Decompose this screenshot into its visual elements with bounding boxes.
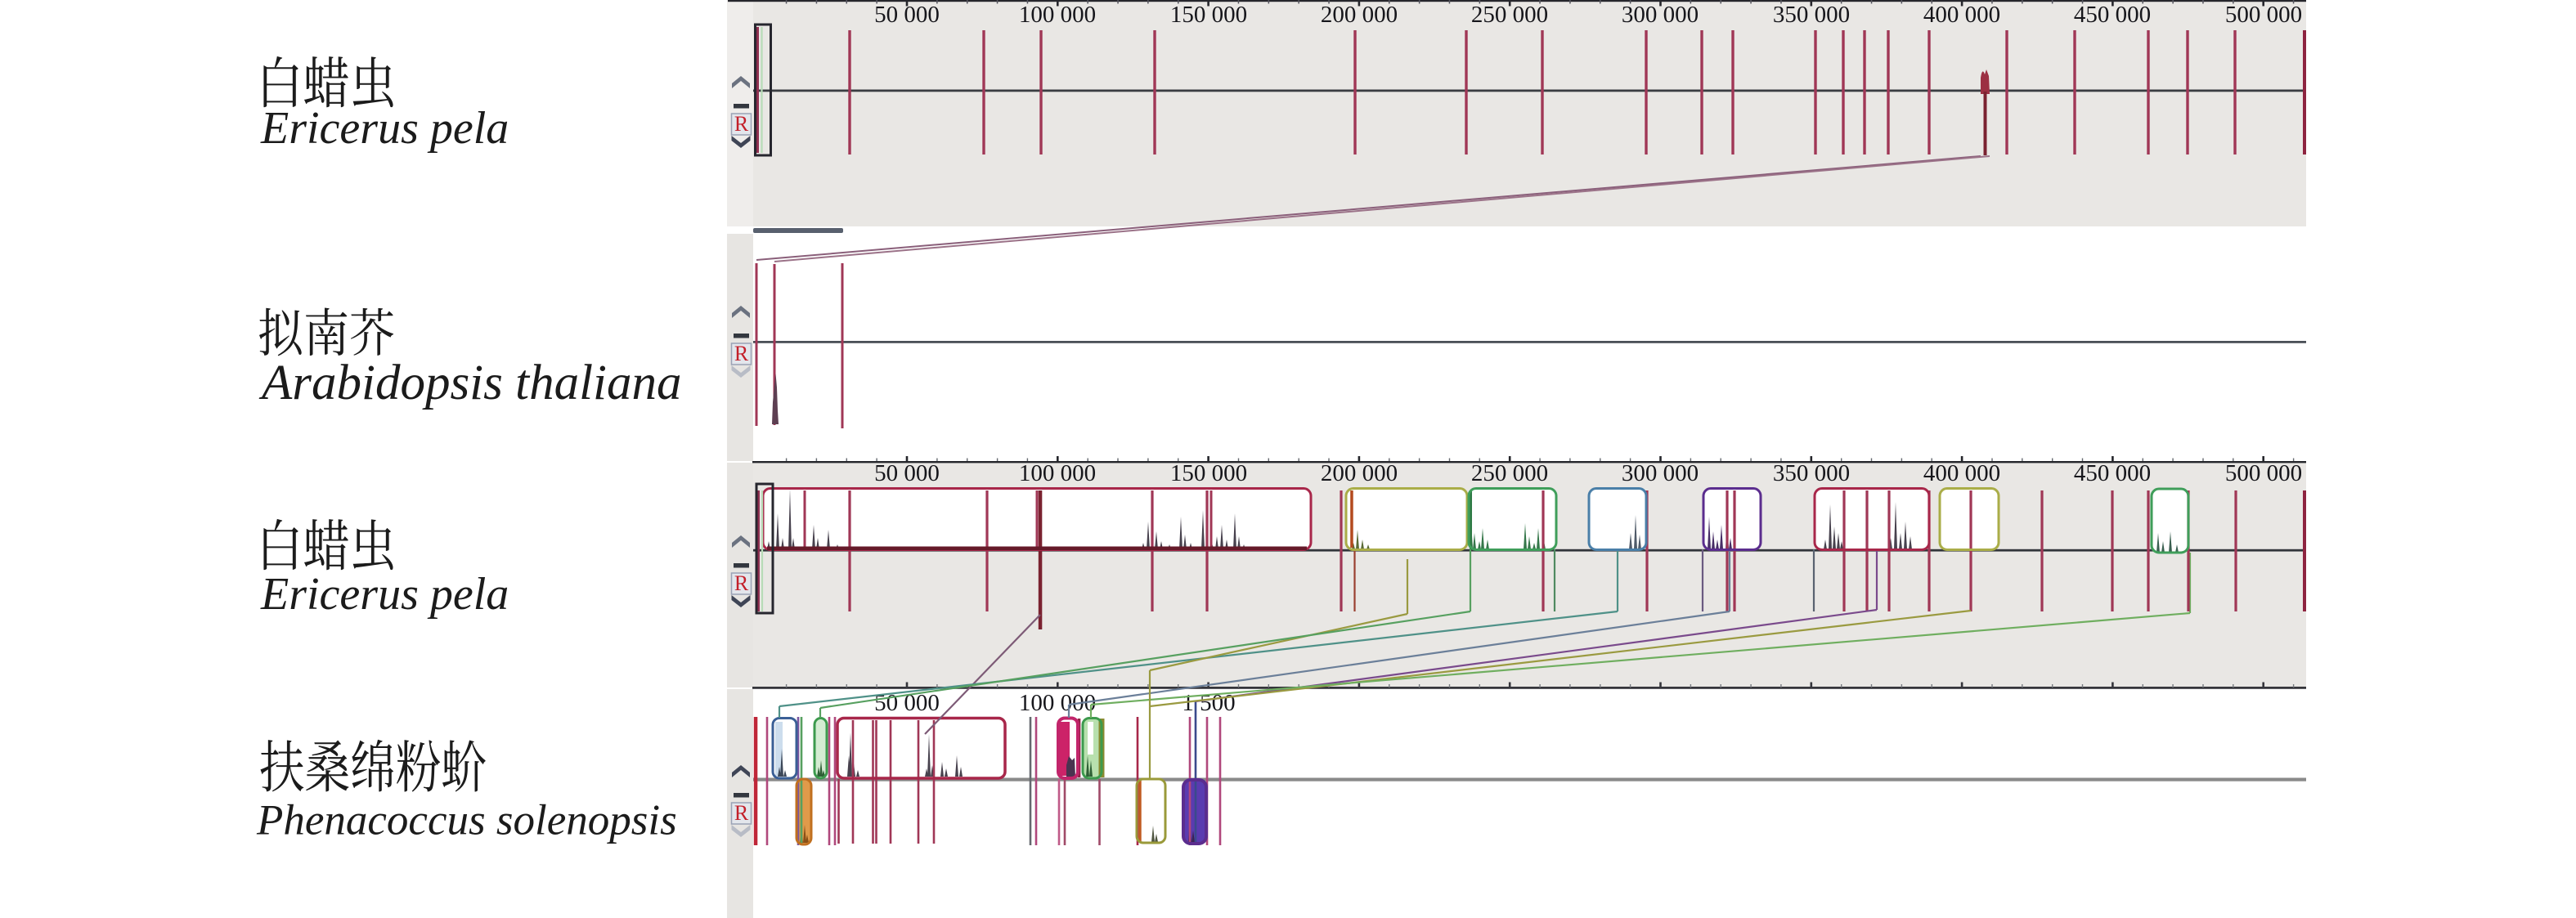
svg-text:450 000: 450 000 bbox=[2074, 460, 2151, 486]
svg-text:350 000: 350 000 bbox=[1773, 2, 1850, 28]
svg-text:Phenacoccus solenopsis: Phenacoccus solenopsis bbox=[256, 797, 677, 844]
svg-text:200 000: 200 000 bbox=[1321, 460, 1398, 486]
svg-text:150 000: 150 000 bbox=[1170, 460, 1247, 486]
svg-text:400 000: 400 000 bbox=[1923, 2, 2000, 28]
svg-text:100 000: 100 000 bbox=[1019, 2, 1096, 28]
svg-text:100 000: 100 000 bbox=[1019, 460, 1096, 486]
svg-text:50 000: 50 000 bbox=[874, 460, 940, 486]
svg-text:250 000: 250 000 bbox=[1471, 460, 1548, 486]
svg-text:250 000: 250 000 bbox=[1471, 2, 1548, 28]
svg-text:Arabidopsis thaliana: Arabidopsis thaliana bbox=[258, 356, 681, 410]
svg-text:200 000: 200 000 bbox=[1321, 2, 1398, 28]
svg-text:400 000: 400 000 bbox=[1923, 460, 2000, 486]
svg-text:500 000: 500 000 bbox=[2225, 2, 2302, 28]
svg-text:150 000: 150 000 bbox=[1170, 2, 1247, 28]
svg-text:R: R bbox=[734, 342, 749, 365]
svg-text:Ericerus pela: Ericerus pela bbox=[260, 569, 509, 620]
svg-text:Ericerus pela: Ericerus pela bbox=[260, 103, 509, 154]
svg-text:300 000: 300 000 bbox=[1622, 2, 1699, 28]
svg-text:300 000: 300 000 bbox=[1622, 460, 1699, 486]
svg-text:R: R bbox=[734, 801, 749, 825]
svg-text:450 000: 450 000 bbox=[2074, 2, 2151, 28]
svg-text:500 000: 500 000 bbox=[2225, 460, 2302, 486]
svg-text:350 000: 350 000 bbox=[1773, 460, 1850, 486]
svg-text:50 000: 50 000 bbox=[874, 2, 940, 28]
svg-text:R: R bbox=[734, 571, 749, 595]
svg-text:R: R bbox=[734, 112, 749, 136]
